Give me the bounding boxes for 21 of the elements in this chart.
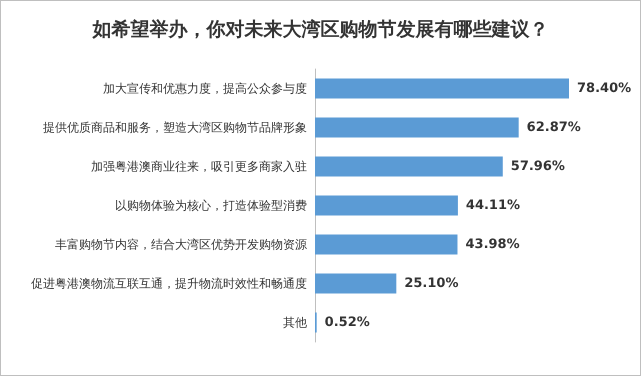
y-tick-label: 丰富购物节内容，结合大湾区优势开发购物资源	[55, 238, 307, 252]
y-tick-label: 其他	[283, 316, 307, 330]
chart-title: 如希望举办，你对未来大湾区购物节发展有哪些建议？	[92, 18, 548, 40]
bar	[315, 78, 569, 98]
bar	[315, 196, 458, 216]
data-label: 43.98%	[465, 237, 520, 252]
y-tick-label: 提供优质商品和服务，塑造大湾区购物节品牌形象	[43, 120, 307, 134]
bar	[315, 234, 458, 254]
data-label: 78.40%	[577, 81, 632, 96]
y-tick-label: 加强粤港澳商业往来，吸引更多商家入驻	[91, 160, 307, 174]
y-tick-label: 以购物体验为核心，打造体验型消费	[115, 198, 307, 212]
bar	[315, 274, 396, 294]
y-tick-label: 促进粤港澳物流互联互通，提升物流时效性和畅通度	[31, 276, 307, 290]
data-label: 44.11%	[466, 198, 520, 213]
y-tick-label: 加大宣传和优惠力度，提高公众参与度	[103, 82, 307, 96]
data-label: 57.96%	[510, 159, 565, 174]
data-label: 62.87%	[526, 120, 581, 135]
bar	[315, 156, 503, 176]
data-label: 25.10%	[404, 276, 458, 291]
bar	[315, 118, 519, 138]
data-label: 0.52%	[324, 315, 370, 330]
